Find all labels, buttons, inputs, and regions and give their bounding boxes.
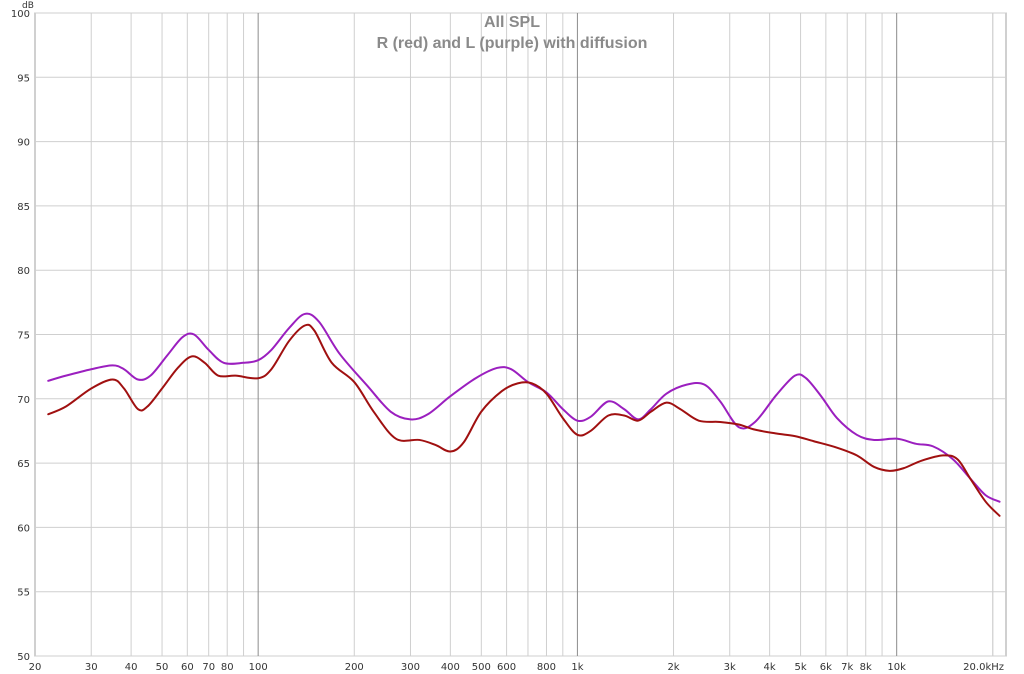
x-tick-label: 20 — [29, 662, 42, 673]
y-tick-label: 75 — [17, 331, 30, 342]
chart-subtitle: R (red) and L (purple) with diffusion — [377, 35, 648, 52]
x-tick-label: 300 — [401, 662, 420, 673]
y-tick-label: 70 — [17, 395, 30, 406]
x-tick-label: 200 — [345, 662, 364, 673]
x-tick-label: 100 — [249, 662, 268, 673]
x-tick-label: 4k — [764, 662, 776, 673]
x-tick-label: 10k — [887, 662, 906, 673]
x-tick-label: 30 — [85, 662, 98, 673]
x-tick-labels: 20 30 40 50 60 70 80 100 200 300 400 500 600 800 1k 2k 3… — [29, 662, 1004, 673]
x-tick-label: 20.0kHz — [963, 662, 1004, 673]
y-tick-label: 60 — [17, 523, 30, 534]
x-tick-label: 6k — [820, 662, 832, 673]
x-tick-label: 600 — [497, 662, 516, 673]
y-axis-label: dB — [22, 1, 34, 11]
x-tick-label: 70 — [202, 662, 215, 673]
y-tick-label: 50 — [17, 652, 30, 663]
x-tick-label: 500 — [472, 662, 491, 673]
x-tick-label: 400 — [441, 662, 460, 673]
x-tick-label: 60 — [181, 662, 194, 673]
x-tick-label: 1k — [571, 662, 583, 673]
x-tick-label: 2k — [667, 662, 679, 673]
y-tick-label: 90 — [17, 138, 30, 149]
series-line-right-red — [47, 323, 1001, 517]
x-tick-label: 8k — [860, 662, 872, 673]
x-tick-label: 7k — [841, 662, 853, 673]
series-lines — [47, 312, 1001, 517]
x-tick-label: 5k — [794, 662, 806, 673]
y-tick-label: 65 — [17, 459, 30, 470]
grid-lines — [35, 12, 1006, 657]
x-tick-label: 800 — [537, 662, 556, 673]
chart-title: All SPL — [484, 14, 540, 31]
y-tick-label: 85 — [17, 202, 30, 213]
y-tick-labels: 50 55 60 65 70 75 80 85 90 95 100 — [11, 9, 30, 663]
y-tick-label: 95 — [17, 73, 30, 84]
x-tick-label: 50 — [156, 662, 169, 673]
x-tick-label: 40 — [125, 662, 138, 673]
y-tick-label: 100 — [11, 9, 30, 20]
y-tick-label: 55 — [17, 588, 30, 599]
y-tick-label: 80 — [17, 266, 30, 277]
x-tick-label: 3k — [724, 662, 736, 673]
x-tick-label: 80 — [221, 662, 234, 673]
